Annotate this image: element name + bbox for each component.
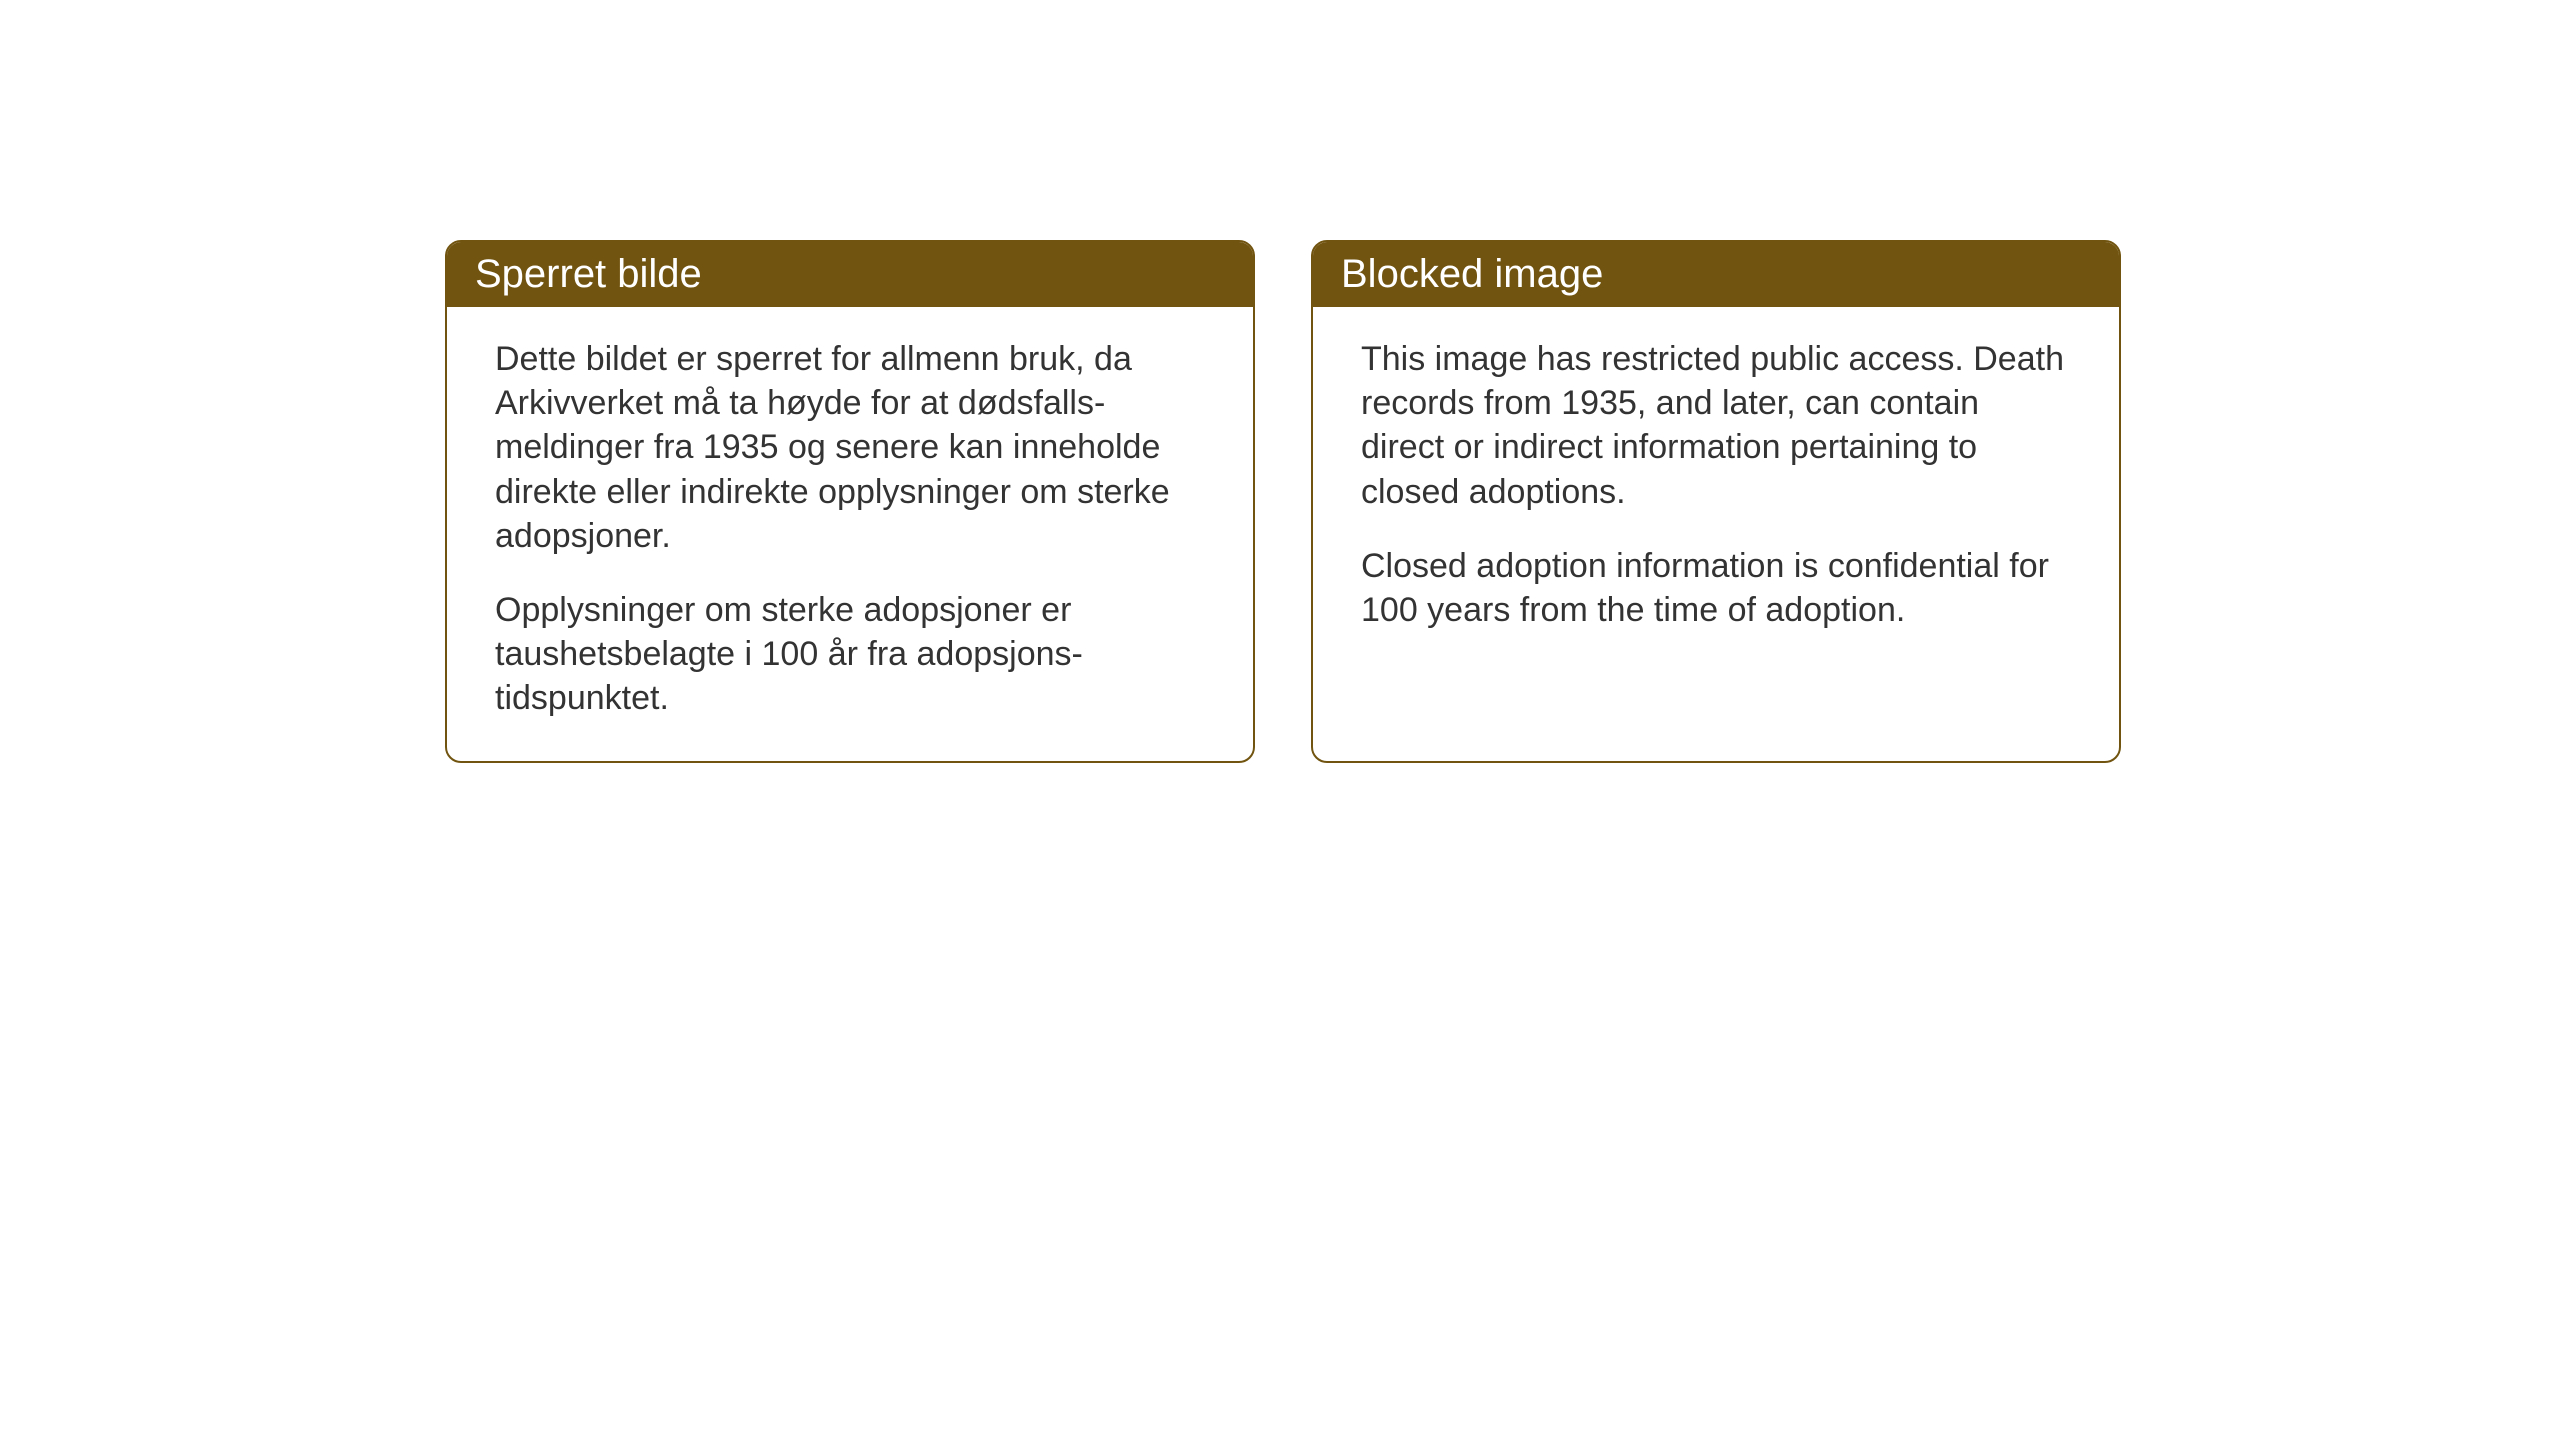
- info-card-norwegian: Sperret bilde Dette bildet er sperret fo…: [445, 240, 1255, 763]
- card-paragraph-norwegian-2: Opplysninger om sterke adopsjoner er tau…: [495, 588, 1205, 721]
- card-body-norwegian: Dette bildet er sperret for allmenn bruk…: [447, 307, 1253, 761]
- card-title-norwegian: Sperret bilde: [475, 252, 702, 296]
- card-header-english: Blocked image: [1313, 242, 2119, 307]
- info-card-english: Blocked image This image has restricted …: [1311, 240, 2121, 763]
- card-paragraph-english-2: Closed adoption information is confident…: [1361, 544, 2071, 632]
- cards-container: Sperret bilde Dette bildet er sperret fo…: [445, 240, 2121, 763]
- card-paragraph-english-1: This image has restricted public access.…: [1361, 337, 2071, 514]
- card-title-english: Blocked image: [1341, 252, 1603, 296]
- card-body-english: This image has restricted public access.…: [1313, 307, 2119, 672]
- card-header-norwegian: Sperret bilde: [447, 242, 1253, 307]
- card-paragraph-norwegian-1: Dette bildet er sperret for allmenn bruk…: [495, 337, 1205, 558]
